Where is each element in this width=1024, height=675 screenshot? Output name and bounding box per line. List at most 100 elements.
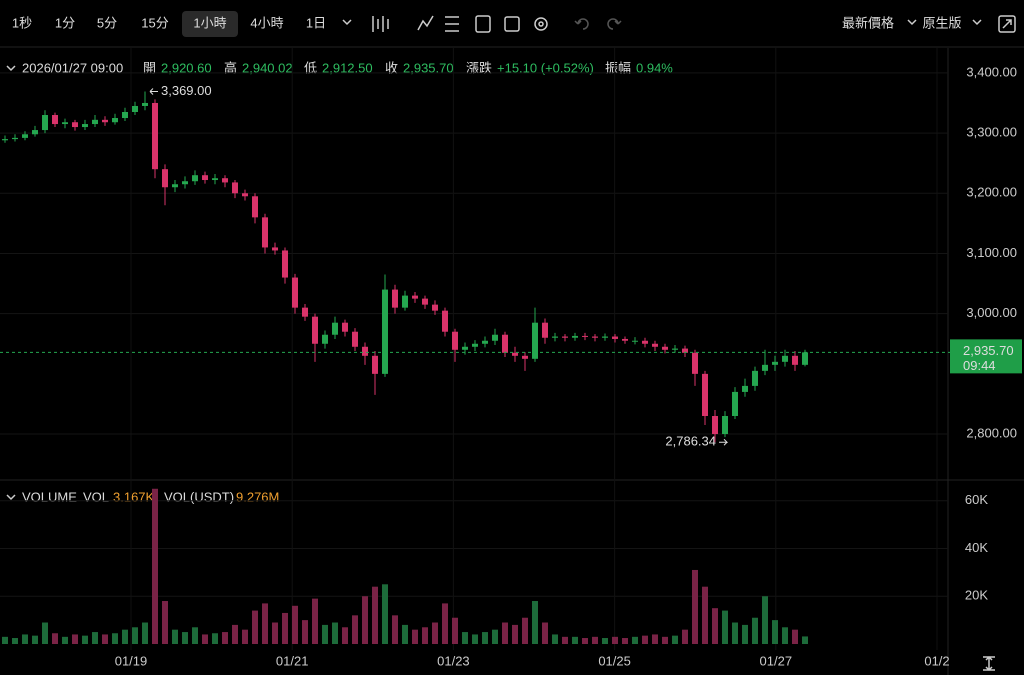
candle-body (292, 277, 298, 308)
interval-button[interactable]: 1分 (55, 15, 75, 30)
legend-label: 開 (143, 60, 156, 75)
interval-button[interactable]: 1日 (306, 15, 326, 30)
volume-value: 9.276M (236, 489, 279, 504)
volume-bar (392, 615, 398, 644)
candle-body (482, 340, 488, 344)
volume-bar (732, 622, 738, 644)
candle-body (142, 102, 148, 106)
volume-bar (292, 605, 298, 644)
volume-bar (82, 635, 88, 644)
candle-body (302, 307, 308, 317)
legend-value: 0.94% (636, 60, 673, 75)
candle-body (62, 122, 68, 125)
toolbar-icons[interactable] (372, 15, 1016, 33)
candle-body (532, 322, 538, 359)
scale-toggle[interactable] (983, 655, 995, 672)
candle-body (392, 289, 398, 308)
candle-body (622, 338, 628, 341)
candle-body (112, 118, 118, 123)
candle-body (342, 322, 348, 332)
last-price-tag (950, 339, 1022, 374)
volume-bar (132, 627, 138, 644)
volume-bar (662, 636, 668, 644)
version-select[interactable]: 原生版 (922, 15, 961, 30)
y-tick-label: 3,400.00 (966, 64, 1017, 79)
candle-body (352, 331, 358, 347)
x-tick-label: 01/23 (437, 653, 470, 668)
volume-bar (412, 629, 418, 644)
volume-bar (582, 638, 588, 644)
volume-value: 3.167K (113, 489, 155, 504)
volume-collapse[interactable] (6, 494, 16, 501)
volume-bar (222, 632, 228, 644)
volume-bar (462, 632, 468, 644)
candle-body (172, 184, 178, 188)
legend-value: 2,935.70 (403, 60, 454, 75)
volume-bar (672, 635, 678, 644)
volume-bar (42, 622, 48, 644)
volume-bar (792, 629, 798, 644)
volume-bar (282, 612, 288, 644)
price-type-select[interactable]: 最新價格 (842, 15, 894, 30)
candle-body (182, 181, 188, 185)
volume-bar (592, 636, 598, 644)
volume-bar (102, 634, 108, 644)
volume-bar (472, 634, 478, 644)
candle-body (332, 322, 338, 335)
y-tick-label: 3,000.00 (966, 305, 1017, 320)
candle-body (132, 105, 138, 113)
volume-bar (2, 636, 8, 644)
volume-bar (542, 622, 548, 644)
candle-body (652, 343, 658, 347)
volume-tick-label: 40K (965, 540, 988, 555)
interval-button[interactable]: 1小時 (193, 15, 226, 30)
interval-button[interactable]: 15分 (141, 15, 168, 30)
candle-body (412, 295, 418, 299)
candle-body (422, 298, 428, 305)
volume-bar (52, 633, 58, 644)
volume-bar (212, 633, 218, 644)
interval-button[interactable]: 5分 (97, 15, 117, 30)
volume-bar (432, 622, 438, 644)
volume-bar (712, 608, 718, 644)
volume-bar (452, 617, 458, 644)
candle-body (682, 348, 688, 353)
volume-bar (152, 488, 158, 644)
volume-bar (552, 634, 558, 644)
volume-bar (612, 636, 618, 644)
candle-body (202, 175, 208, 181)
volume-bar (692, 569, 698, 644)
volume-bar (442, 603, 448, 644)
volume-bar (62, 636, 68, 644)
candle-body (232, 182, 238, 194)
interval-button[interactable]: 1秒 (12, 15, 32, 30)
candle-body (362, 346, 368, 356)
volume-bar (482, 632, 488, 644)
candle-body (492, 334, 498, 341)
volume-bar (332, 622, 338, 644)
candle-body (192, 175, 198, 182)
volume-bar (242, 629, 248, 644)
volume-bar (722, 610, 728, 644)
volume-bar (342, 627, 348, 644)
volume-bar (182, 632, 188, 644)
candle-body (52, 115, 58, 125)
legend-value: 2,912.50 (322, 60, 373, 75)
y-tick-label: 2,800.00 (966, 425, 1017, 440)
volume-bar (192, 627, 198, 644)
candle-body (282, 250, 288, 278)
interval-dropdown[interactable] (342, 19, 352, 26)
candle-body (92, 119, 98, 125)
legend-collapse[interactable] (6, 65, 16, 72)
interval-button[interactable]: 4小時 (250, 15, 283, 30)
volume-bar (782, 627, 788, 644)
volume-bar (12, 638, 18, 644)
countdown: 09:44 (963, 358, 996, 373)
candle-body (122, 112, 128, 119)
candle-body (732, 391, 738, 416)
volume-bar (142, 622, 148, 644)
legend-value: 2,920.60 (161, 60, 212, 75)
candle-body (82, 124, 88, 128)
volume-bar (402, 624, 408, 644)
